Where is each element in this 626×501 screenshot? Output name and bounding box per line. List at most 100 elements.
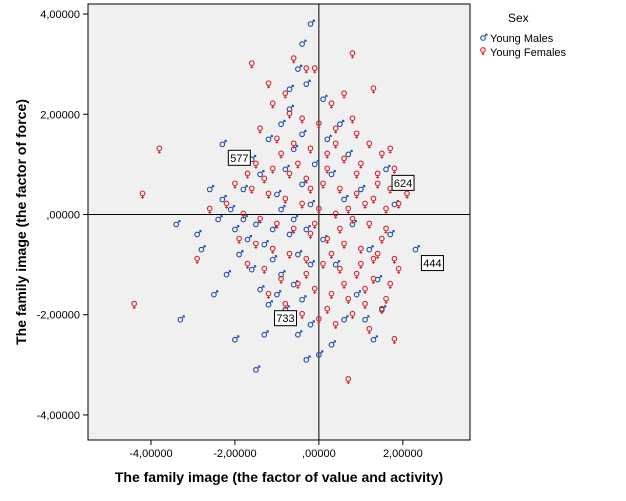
female-point bbox=[269, 100, 276, 109]
male-point bbox=[278, 119, 286, 128]
male-point bbox=[303, 225, 311, 233]
callout-label: 577 bbox=[230, 153, 248, 165]
legend-entries: Young Males Young Females bbox=[480, 33, 567, 59]
male-point bbox=[274, 290, 282, 298]
male-point bbox=[303, 355, 311, 363]
male-point bbox=[337, 119, 345, 128]
female-point bbox=[194, 255, 200, 264]
female-point bbox=[290, 140, 297, 149]
male-point bbox=[295, 64, 303, 72]
female-point bbox=[307, 145, 314, 154]
female-point bbox=[332, 140, 339, 149]
female-point bbox=[366, 220, 373, 229]
female-point bbox=[341, 240, 347, 249]
female-point bbox=[139, 190, 146, 199]
callout-box bbox=[391, 174, 415, 191]
female-point bbox=[383, 205, 389, 214]
callout-label: 624 bbox=[394, 178, 412, 190]
female-point bbox=[324, 235, 331, 244]
point-callout: 624 bbox=[391, 174, 415, 191]
female-point bbox=[328, 250, 335, 259]
male-point bbox=[345, 149, 353, 158]
y-tick-label: -2,00000 bbox=[37, 310, 80, 322]
female-point bbox=[248, 185, 255, 194]
female-point bbox=[156, 145, 163, 154]
female-point bbox=[395, 200, 402, 209]
female-point bbox=[303, 65, 310, 74]
male-point bbox=[177, 315, 185, 323]
male-point bbox=[324, 134, 332, 143]
point-callouts: 577 624 444 733 bbox=[227, 149, 444, 327]
male-point bbox=[211, 290, 219, 298]
female-point bbox=[236, 235, 242, 244]
female-point bbox=[265, 80, 272, 89]
female-point bbox=[261, 265, 268, 274]
male-point bbox=[248, 265, 257, 273]
male-point bbox=[383, 164, 391, 173]
x-tick-label: -4,00000 bbox=[129, 448, 172, 460]
male-point bbox=[311, 159, 320, 168]
male-point bbox=[278, 270, 286, 278]
female-point bbox=[341, 280, 347, 289]
female-point bbox=[353, 170, 360, 179]
male-point bbox=[219, 194, 227, 203]
female-point bbox=[404, 190, 410, 199]
male-point bbox=[282, 164, 290, 173]
male-point bbox=[387, 230, 395, 238]
male-point bbox=[240, 184, 248, 193]
female-point bbox=[378, 150, 385, 159]
female-point bbox=[345, 376, 352, 385]
female-point bbox=[362, 200, 368, 209]
female-point bbox=[387, 145, 394, 154]
female-point bbox=[374, 170, 381, 179]
callout-label: 444 bbox=[423, 258, 441, 270]
legend: Sex Young Males Young Females bbox=[480, 11, 567, 59]
male-point bbox=[253, 365, 261, 373]
male-point bbox=[299, 39, 307, 47]
y-tick-label: 2,00000 bbox=[40, 109, 80, 121]
female-point bbox=[383, 295, 389, 304]
female-point bbox=[349, 310, 356, 319]
female-point bbox=[362, 285, 368, 294]
female-point bbox=[324, 165, 331, 174]
male-point bbox=[198, 245, 206, 253]
female-point bbox=[391, 165, 398, 174]
x-tick-label: ,00000 bbox=[302, 448, 336, 460]
female-point bbox=[257, 125, 263, 134]
male-point bbox=[328, 169, 336, 178]
male-point bbox=[290, 214, 299, 223]
male-point bbox=[286, 84, 294, 93]
male-point bbox=[370, 335, 378, 343]
female-point bbox=[265, 190, 272, 199]
female-point bbox=[290, 225, 297, 234]
female-point bbox=[324, 305, 331, 314]
male-point bbox=[303, 79, 311, 88]
male-point bbox=[265, 300, 274, 308]
female-symbol-icon bbox=[480, 47, 486, 56]
female-point bbox=[316, 120, 322, 129]
female-point bbox=[370, 275, 377, 284]
legend-entry: Young Males bbox=[480, 33, 554, 45]
female-point bbox=[295, 280, 301, 289]
female-point bbox=[257, 215, 263, 224]
male-point bbox=[316, 350, 324, 358]
female-point bbox=[244, 260, 251, 269]
legend-entry: Young Females bbox=[480, 47, 567, 59]
female-point bbox=[320, 180, 326, 189]
x-tick-label: -2,00000 bbox=[213, 448, 256, 460]
female-point bbox=[358, 160, 364, 169]
female-point bbox=[370, 255, 377, 264]
female-point bbox=[244, 170, 251, 179]
female-point bbox=[337, 185, 343, 194]
male-point bbox=[295, 330, 303, 338]
female-point bbox=[362, 300, 368, 309]
female-point bbox=[358, 245, 364, 254]
male-point bbox=[261, 330, 269, 338]
y-axis: 4,00000 2,00000 ,00000 -2,00000 -4,00000 bbox=[37, 9, 88, 422]
female-point bbox=[324, 150, 331, 159]
female-point bbox=[299, 115, 305, 124]
male-point bbox=[307, 19, 315, 27]
male-point bbox=[257, 169, 265, 178]
female-point bbox=[303, 255, 310, 264]
female-point bbox=[131, 300, 138, 309]
